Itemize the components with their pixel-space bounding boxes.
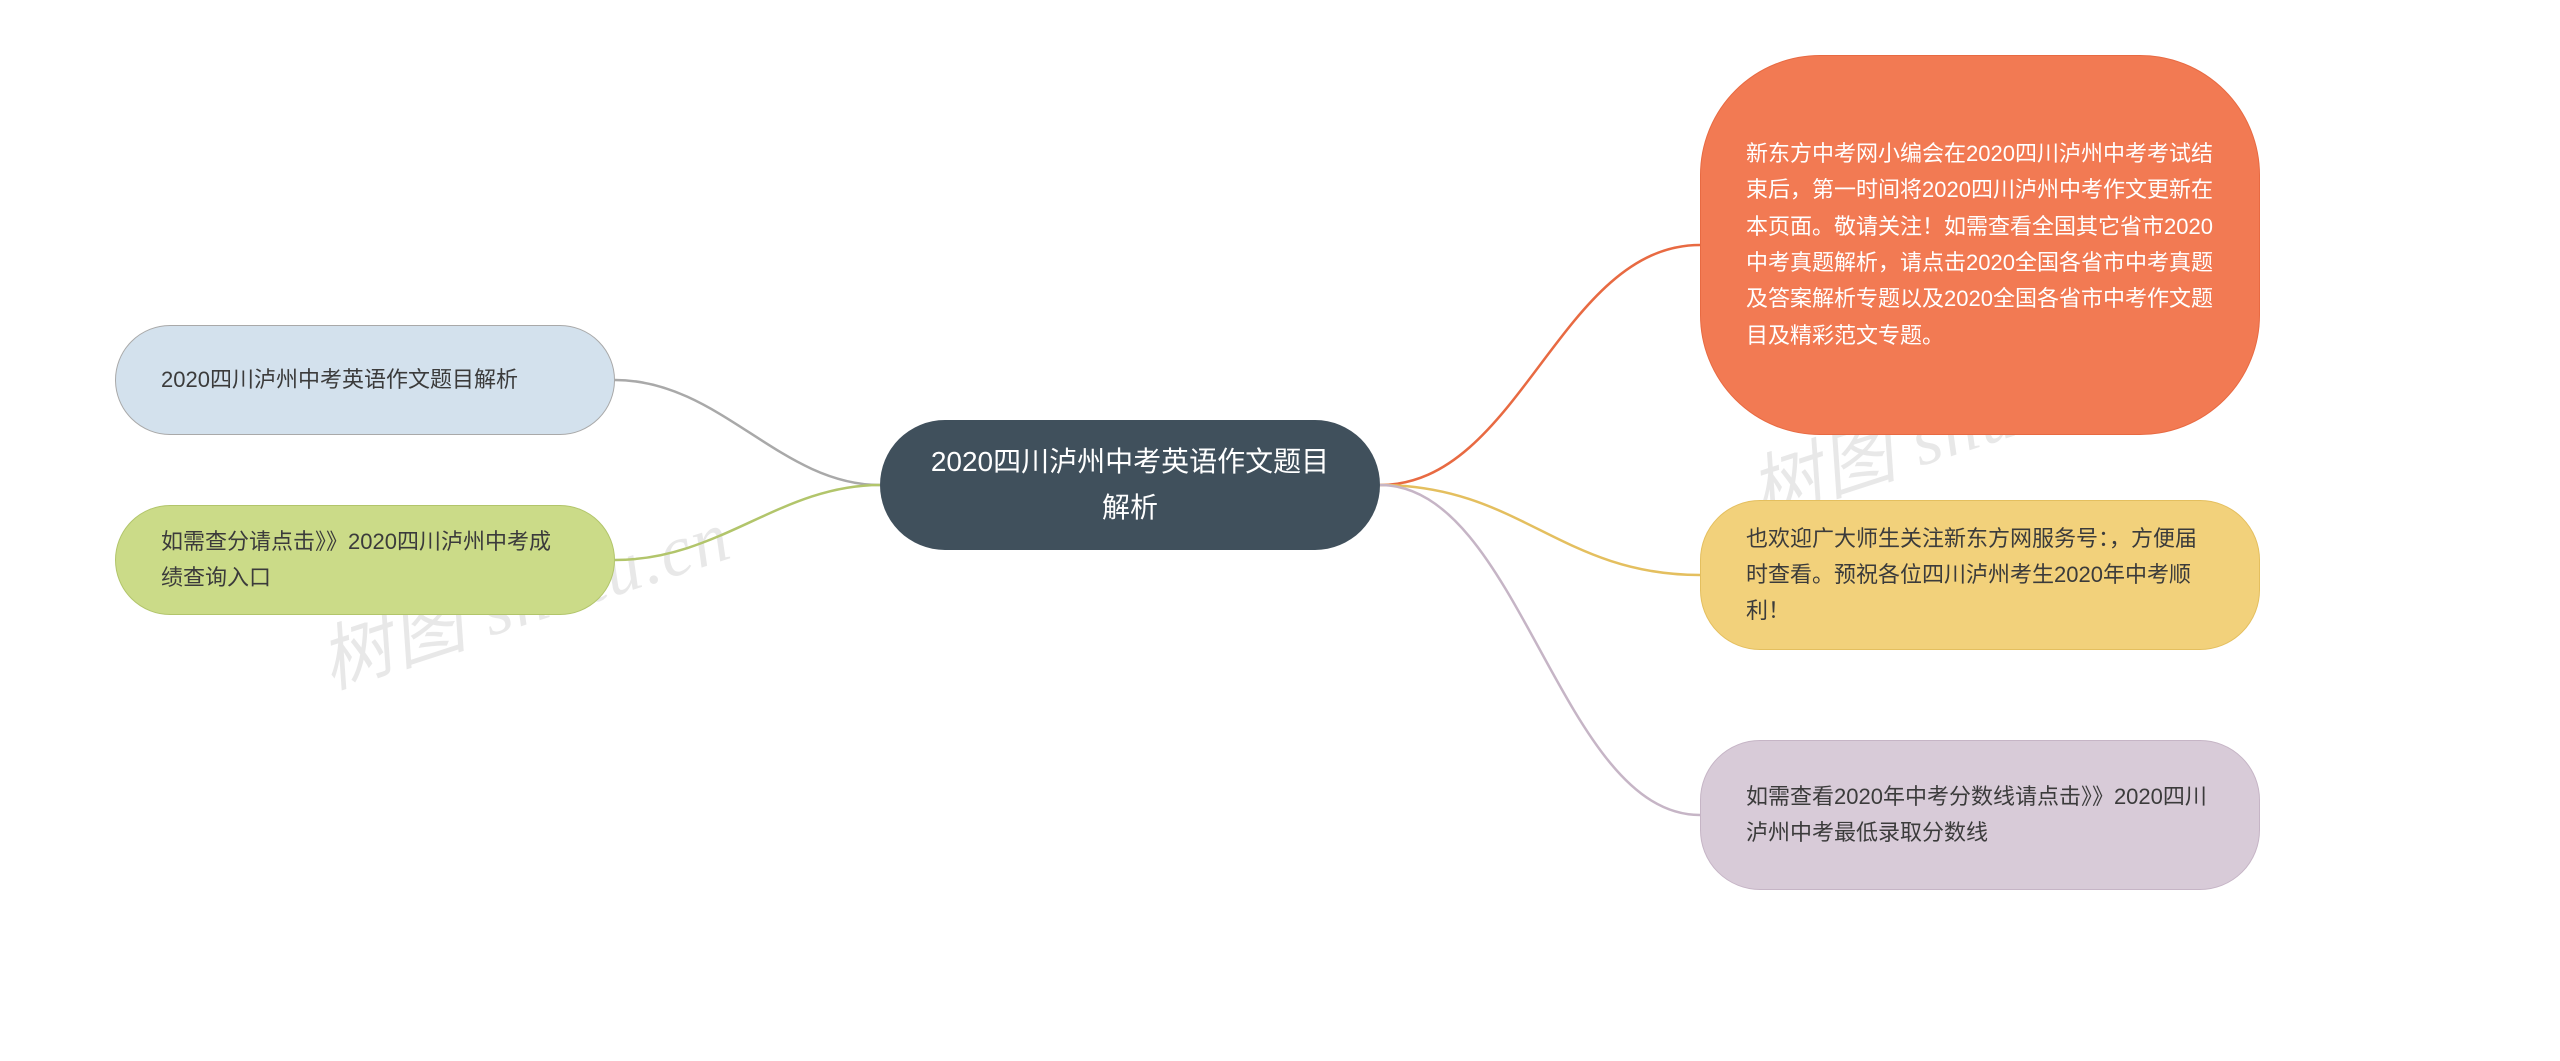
right-node-3[interactable]: 如需查看2020年中考分数线请点击》》2020四川泸州中考最低录取分数线 <box>1700 740 2260 890</box>
right-node-2-label: 也欢迎广大师生关注新东方网服务号：，方便届时查看。预祝各位四川泸州考生2020年… <box>1746 521 2214 630</box>
center-node-label: 2020四川泸州中考英语作文题目解析 <box>930 439 1330 531</box>
left-node-2[interactable]: 如需查分请点击》》2020四川泸州中考成绩查询入口 <box>115 505 615 615</box>
mindmap-canvas: 树图 shutu.cn 树图 shutu.cn 2020四川泸州中考英语作文题目… <box>0 0 2560 1061</box>
right-node-1[interactable]: 新东方中考网小编会在2020四川泸州中考考试结束后，第一时间将2020四川泸州中… <box>1700 55 2260 435</box>
right-node-3-label: 如需查看2020年中考分数线请点击》》2020四川泸州中考最低录取分数线 <box>1746 779 2214 852</box>
left-node-2-label: 如需查分请点击》》2020四川泸州中考成绩查询入口 <box>161 524 569 597</box>
right-node-1-label: 新东方中考网小编会在2020四川泸州中考考试结束后，第一时间将2020四川泸州中… <box>1746 136 2214 354</box>
left-node-1-label: 2020四川泸州中考英语作文题目解析 <box>161 362 518 398</box>
right-node-2[interactable]: 也欢迎广大师生关注新东方网服务号：，方便届时查看。预祝各位四川泸州考生2020年… <box>1700 500 2260 650</box>
center-node[interactable]: 2020四川泸州中考英语作文题目解析 <box>880 420 1380 550</box>
left-node-1[interactable]: 2020四川泸州中考英语作文题目解析 <box>115 325 615 435</box>
